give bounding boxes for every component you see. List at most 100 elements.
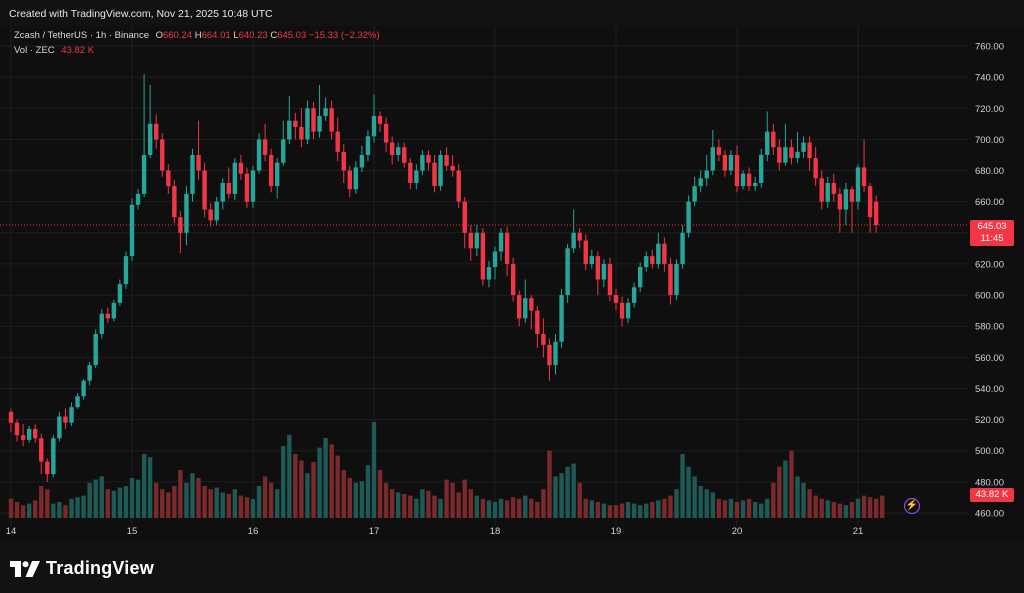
volume-bar xyxy=(880,495,885,518)
candle-body xyxy=(353,167,359,190)
volume-bar xyxy=(305,473,310,518)
candle-body xyxy=(123,256,129,285)
candle-body xyxy=(873,201,879,226)
volume-bar xyxy=(559,473,564,518)
price-tick-label: 760.00 xyxy=(975,42,1004,53)
candle-body xyxy=(595,256,601,280)
candle-body xyxy=(244,173,250,202)
price-tick-label: 660.00 xyxy=(975,197,1004,208)
volume-bar xyxy=(668,495,673,518)
candle-body xyxy=(867,186,873,218)
candle-body xyxy=(771,131,776,148)
time-tick-label: 17 xyxy=(369,526,380,537)
candle-body xyxy=(468,232,473,249)
volume-bar xyxy=(220,492,225,518)
volume-bar xyxy=(650,502,655,518)
chart-panel[interactable]: 760.00 740.00 720.00 700.00 680.00 660.00 640.… xyxy=(0,26,1024,542)
candle-body xyxy=(268,154,274,187)
candle-body xyxy=(160,139,165,171)
volume-bar xyxy=(468,489,473,518)
price-tick-label: 460.00 xyxy=(975,509,1004,520)
candle-body xyxy=(722,154,728,171)
volume-bar xyxy=(268,482,274,518)
candle-body xyxy=(190,154,195,194)
candle-body xyxy=(541,333,546,345)
candle-body xyxy=(20,435,26,440)
volume-bar xyxy=(214,487,219,518)
volume-bar xyxy=(256,486,262,518)
volume-bar xyxy=(674,489,679,518)
volume-bar xyxy=(783,460,788,518)
candle-body xyxy=(565,248,570,296)
volume-bar xyxy=(389,489,395,518)
volume-bar xyxy=(619,503,625,518)
chart-legend: Zcash / TetherUS · 1h · Binance O660.24 … xyxy=(14,30,380,56)
volume-bar xyxy=(740,500,746,518)
candle-body xyxy=(674,263,679,296)
candle-body xyxy=(396,147,401,155)
volume-bar xyxy=(377,470,383,518)
high-value: 664.01 xyxy=(201,30,231,41)
volume-bar xyxy=(232,489,238,518)
volume-bar xyxy=(728,498,734,518)
volume-bar xyxy=(135,479,141,518)
volume-bar xyxy=(129,478,135,518)
volume-bar xyxy=(704,489,709,518)
price-tick-label: 600.00 xyxy=(975,291,1004,302)
volume-bar xyxy=(202,486,207,518)
candle-body xyxy=(8,411,14,423)
price-chart[interactable]: 760.00 740.00 720.00 700.00 680.00 660.00 640.… xyxy=(0,26,1024,542)
candle-body xyxy=(807,142,812,159)
candle-body xyxy=(668,263,673,296)
footer-brand: TradingView xyxy=(10,558,154,579)
candle-body xyxy=(837,193,843,210)
volume-bar xyxy=(414,498,419,518)
volume-bar xyxy=(571,463,576,518)
volume-bar xyxy=(607,505,613,518)
time-tick-label: 14 xyxy=(6,526,17,537)
price-tick-label: 520.00 xyxy=(975,415,1004,426)
candle-body xyxy=(220,182,225,202)
volume-bar xyxy=(444,479,449,518)
candle-body xyxy=(105,313,110,319)
candle-body xyxy=(311,108,316,132)
candle-body xyxy=(861,167,867,187)
volume-bar xyxy=(87,482,92,518)
volume-bar xyxy=(529,498,534,518)
candle-body xyxy=(117,284,123,303)
candle-body xyxy=(408,162,413,183)
candle-body xyxy=(795,151,800,159)
volume-bar xyxy=(190,473,195,518)
candle-body xyxy=(262,139,268,155)
candle-body xyxy=(299,126,304,140)
candle-body xyxy=(456,170,461,202)
volume-bar xyxy=(861,495,867,518)
volume-bar xyxy=(359,481,365,518)
candle-body xyxy=(486,267,492,280)
price-axis: 760.00740.00720.00700.00680.00660.00640.… xyxy=(975,42,1004,520)
grid-lines xyxy=(0,26,968,526)
last-price-badge: 645.03 11:45 xyxy=(970,220,1014,246)
candle-body xyxy=(141,154,147,194)
candle-body xyxy=(686,201,691,233)
time-tick-label: 21 xyxy=(853,526,864,537)
candle-body xyxy=(238,162,244,174)
candle-body xyxy=(214,201,219,221)
volume-bar xyxy=(365,465,371,518)
volume-bar xyxy=(662,498,667,518)
lightning-icon[interactable]: ⚡ xyxy=(904,498,920,514)
candle-body xyxy=(535,310,540,334)
open-value: 660.24 xyxy=(163,30,193,41)
candle-body xyxy=(323,108,328,117)
volume-bar xyxy=(402,494,407,518)
candle-body xyxy=(656,243,661,264)
candle-body xyxy=(680,232,685,264)
volume-bar xyxy=(20,505,26,518)
volume-bar xyxy=(323,438,328,518)
price-tick-label: 580.00 xyxy=(975,322,1004,333)
volume-bar xyxy=(589,500,594,518)
candle-body xyxy=(529,298,534,311)
price-tick-label: 620.00 xyxy=(975,259,1004,270)
time-tick-label: 20 xyxy=(732,526,743,537)
close-value: 645.03 xyxy=(277,30,307,41)
